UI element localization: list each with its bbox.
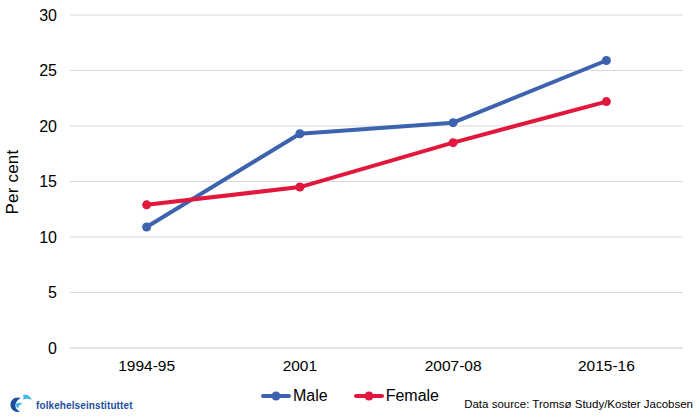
data-point-female-2007-08[interactable] [449, 138, 458, 147]
data-point-male-2001[interactable] [295, 129, 304, 138]
y-tick-label: 15 [39, 173, 57, 190]
series-line-male [147, 61, 607, 228]
data-point-female-1994-95[interactable] [142, 200, 151, 209]
data-point-male-2015-16[interactable] [602, 56, 611, 65]
data-point-female-2001[interactable] [295, 183, 304, 192]
folkehelseinstituttet-logo-icon [8, 394, 32, 416]
y-tick-label: 5 [48, 284, 57, 301]
y-tick-label: 20 [39, 118, 57, 135]
y-tick-label: 25 [39, 62, 57, 79]
logo-text: folkehelseinstituttet [36, 400, 133, 411]
y-tick-label: 30 [39, 7, 57, 24]
data-point-female-2015-16[interactable] [602, 97, 611, 106]
line-chart-plot-area: 0 5 10 15 20 25 30 1994-95 2001 2007-08 2015-16 [0, 0, 700, 420]
data-point-male-1994-95[interactable] [142, 223, 151, 232]
y-tick-label: 10 [39, 229, 57, 246]
chart-canvas: Per cent 0510152025301994-9520012007-082… [0, 0, 700, 420]
legend-marker-dot [271, 392, 280, 401]
legend-label-male: Male [293, 387, 328, 405]
x-tick-label: 1994-95 [118, 357, 175, 374]
data-point-male-2007-08[interactable] [449, 118, 458, 127]
legend-marker-male [261, 394, 291, 398]
x-tick-label: 2015-16 [578, 357, 635, 374]
legend-item-male[interactable]: Male [261, 387, 328, 405]
legend-label-female: Female [386, 387, 439, 405]
legend-item-female[interactable]: Female [354, 387, 439, 405]
legend-marker-dot [364, 392, 373, 401]
logo: folkehelseinstituttet [8, 394, 133, 416]
series-line-female [147, 102, 607, 205]
legend-marker-female [354, 394, 384, 398]
x-tick-label: 2001 [283, 357, 317, 374]
x-tick-label: 2007-08 [425, 357, 482, 374]
y-tick-label: 0 [48, 340, 57, 357]
data-source-caption: Data source: Tromsø Study/Koster Jacobse… [464, 398, 693, 410]
